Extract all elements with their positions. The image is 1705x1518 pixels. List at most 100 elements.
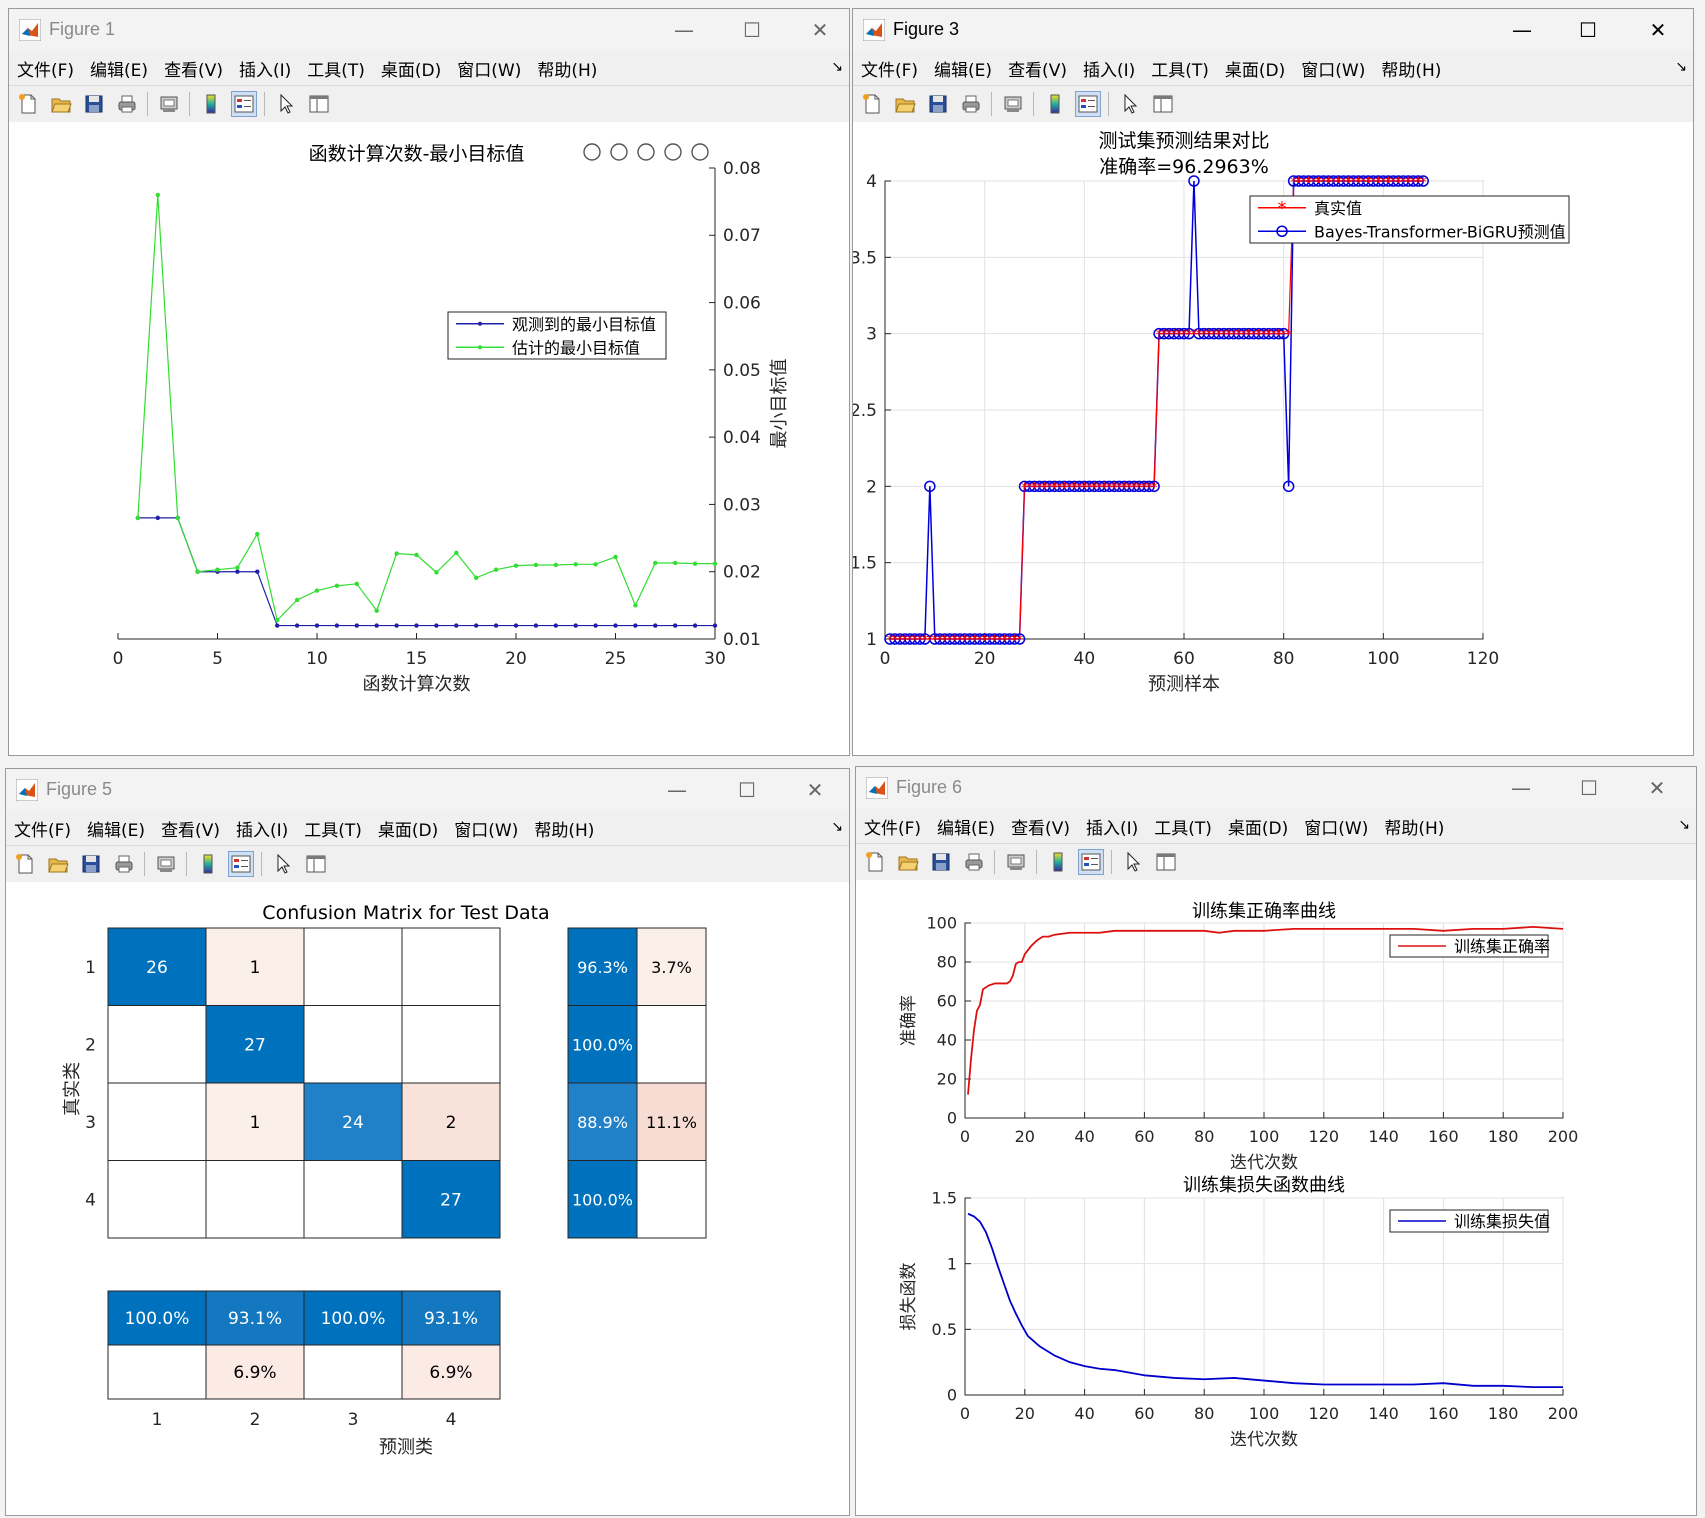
title-bar[interactable]: Figure 5 — ☐ ✕ bbox=[6, 769, 849, 811]
menu-tools[interactable]: 工具(T) bbox=[1151, 60, 1209, 81]
chart-fig3[interactable]: 0 20 40 60 80 100 120 1 1.5 2 2.5 3 3.5 4 测试集预测结果对比准确率… bbox=[853, 122, 1693, 756]
menu-window[interactable]: 窗口(W) bbox=[457, 60, 522, 81]
figure-3-window[interactable]: Figure 3 — ☐ ✕ 文件(F) 编辑(E) 查看(V) 插入(I) 工… bbox=[852, 8, 1694, 756]
menu-insert[interactable]: 插入(I) bbox=[1085, 818, 1139, 839]
menu-view[interactable]: 查看(V) bbox=[161, 820, 220, 841]
menu-edit[interactable]: 编辑(E) bbox=[90, 60, 149, 81]
menu-desktop[interactable]: 桌面(D) bbox=[1224, 60, 1286, 81]
save-icon[interactable] bbox=[928, 849, 954, 875]
menu-file[interactable]: 文件(F) bbox=[864, 818, 922, 839]
colorbar-icon[interactable] bbox=[198, 91, 224, 117]
menu-window[interactable]: 窗口(W) bbox=[1301, 60, 1366, 81]
menu-overflow-icon[interactable]: ↘ bbox=[1675, 59, 1687, 75]
legend-icon[interactable] bbox=[1075, 91, 1101, 117]
title-bar[interactable]: Figure 1 — ☐ ✕ bbox=[9, 9, 849, 51]
property-panel-icon[interactable] bbox=[303, 851, 329, 877]
colorbar-icon[interactable] bbox=[1045, 849, 1071, 875]
maximize-button[interactable]: ☐ bbox=[738, 778, 756, 802]
print-icon[interactable] bbox=[961, 849, 987, 875]
open-file-icon[interactable] bbox=[45, 851, 71, 877]
menu-help[interactable]: 帮助(H) bbox=[537, 60, 598, 81]
print-preview-icon[interactable] bbox=[153, 851, 179, 877]
print-icon[interactable] bbox=[111, 851, 137, 877]
title-bar[interactable]: Figure 3 — ☐ ✕ bbox=[853, 9, 1693, 51]
open-file-icon[interactable] bbox=[48, 91, 74, 117]
save-icon[interactable] bbox=[78, 851, 104, 877]
print-icon[interactable] bbox=[114, 91, 140, 117]
menu-view[interactable]: 查看(V) bbox=[1008, 60, 1067, 81]
menu-insert[interactable]: 插入(I) bbox=[235, 820, 289, 841]
minimize-button[interactable]: — bbox=[1512, 18, 1532, 42]
menu-help[interactable]: 帮助(H) bbox=[1384, 818, 1445, 839]
print-preview-icon[interactable] bbox=[156, 91, 182, 117]
legend-icon[interactable] bbox=[231, 91, 257, 117]
close-button[interactable]: ✕ bbox=[811, 18, 829, 42]
zoom-in-icon[interactable] bbox=[637, 143, 655, 161]
open-file-icon[interactable] bbox=[895, 849, 921, 875]
maximize-button[interactable]: ☐ bbox=[1580, 776, 1598, 800]
menu-insert[interactable]: 插入(I) bbox=[238, 60, 292, 81]
menu-window[interactable]: 窗口(W) bbox=[454, 820, 519, 841]
menu-tools[interactable]: 工具(T) bbox=[307, 60, 365, 81]
menu-edit[interactable]: 编辑(E) bbox=[934, 60, 993, 81]
pointer-icon[interactable] bbox=[270, 851, 296, 877]
menu-file[interactable]: 文件(F) bbox=[14, 820, 72, 841]
chart-fig6[interactable]: 0 20 40 60 80 100 120 140 160 180 200020406080100训… bbox=[856, 880, 1696, 1516]
menu-overflow-icon[interactable]: ↘ bbox=[1678, 817, 1690, 833]
print-preview-icon[interactable] bbox=[1003, 849, 1029, 875]
pointer-icon[interactable] bbox=[1117, 91, 1143, 117]
menu-desktop[interactable]: 桌面(D) bbox=[380, 60, 442, 81]
chart-fig1[interactable]: 0 5 10 15 20 25 300.01 0.02 0.03 0.04 0.05 0.06 0.07… bbox=[9, 122, 849, 756]
minimize-button[interactable]: — bbox=[1511, 776, 1531, 800]
menu-file[interactable]: 文件(F) bbox=[861, 60, 919, 81]
zoom-out-icon[interactable] bbox=[664, 143, 682, 161]
edit-plot-icon[interactable] bbox=[583, 143, 601, 161]
menu-file[interactable]: 文件(F) bbox=[17, 60, 75, 81]
colorbar-icon[interactable] bbox=[195, 851, 221, 877]
minimize-button[interactable]: — bbox=[667, 778, 687, 802]
pointer-icon[interactable] bbox=[273, 91, 299, 117]
save-icon[interactable] bbox=[81, 91, 107, 117]
menu-desktop[interactable]: 桌面(D) bbox=[377, 820, 439, 841]
menu-overflow-icon[interactable]: ↘ bbox=[831, 59, 843, 75]
menu-desktop[interactable]: 桌面(D) bbox=[1227, 818, 1289, 839]
title-bar[interactable]: Figure 6 — ☐ ✕ bbox=[856, 767, 1696, 809]
menu-edit[interactable]: 编辑(E) bbox=[937, 818, 996, 839]
property-panel-icon[interactable] bbox=[306, 91, 332, 117]
menu-view[interactable]: 查看(V) bbox=[164, 60, 223, 81]
menu-view[interactable]: 查看(V) bbox=[1011, 818, 1070, 839]
close-button[interactable]: ✕ bbox=[806, 778, 824, 802]
close-button[interactable]: ✕ bbox=[1649, 18, 1667, 42]
figure-6-window[interactable]: Figure 6 — ☐ ✕ 文件(F) 编辑(E) 查看(V) 插入(I) 工… bbox=[855, 766, 1697, 1516]
save-icon[interactable] bbox=[925, 91, 951, 117]
menu-tools[interactable]: 工具(T) bbox=[304, 820, 362, 841]
print-icon[interactable] bbox=[958, 91, 984, 117]
menu-help[interactable]: 帮助(H) bbox=[1381, 60, 1442, 81]
menu-edit[interactable]: 编辑(E) bbox=[87, 820, 146, 841]
close-button[interactable]: ✕ bbox=[1648, 776, 1666, 800]
figure-5-window[interactable]: Figure 5 — ☐ ✕ 文件(F) 编辑(E) 查看(V) 插入(I) 工… bbox=[5, 768, 850, 1516]
menu-window[interactable]: 窗口(W) bbox=[1304, 818, 1369, 839]
open-file-icon[interactable] bbox=[892, 91, 918, 117]
legend-icon[interactable] bbox=[1078, 849, 1104, 875]
home-icon[interactable] bbox=[691, 143, 709, 161]
property-panel-icon[interactable] bbox=[1153, 849, 1179, 875]
maximize-button[interactable]: ☐ bbox=[743, 18, 761, 42]
minimize-button[interactable]: — bbox=[674, 18, 694, 42]
new-figure-icon[interactable] bbox=[15, 91, 41, 117]
menu-overflow-icon[interactable]: ↘ bbox=[831, 819, 843, 835]
property-panel-icon[interactable] bbox=[1150, 91, 1176, 117]
maximize-button[interactable]: ☐ bbox=[1579, 18, 1597, 42]
legend-icon[interactable] bbox=[228, 851, 254, 877]
new-figure-icon[interactable] bbox=[859, 91, 885, 117]
figure-1-window[interactable]: Figure 1 — ☐ ✕ 文件(F) 编辑(E) 查看(V) 插入(I) 工… bbox=[8, 8, 850, 756]
new-figure-icon[interactable] bbox=[862, 849, 888, 875]
menu-help[interactable]: 帮助(H) bbox=[534, 820, 595, 841]
print-preview-icon[interactable] bbox=[1000, 91, 1026, 117]
colorbar-icon[interactable] bbox=[1042, 91, 1068, 117]
menu-insert[interactable]: 插入(I) bbox=[1082, 60, 1136, 81]
pan-icon[interactable] bbox=[610, 143, 628, 161]
pointer-icon[interactable] bbox=[1120, 849, 1146, 875]
new-figure-icon[interactable] bbox=[12, 851, 38, 877]
